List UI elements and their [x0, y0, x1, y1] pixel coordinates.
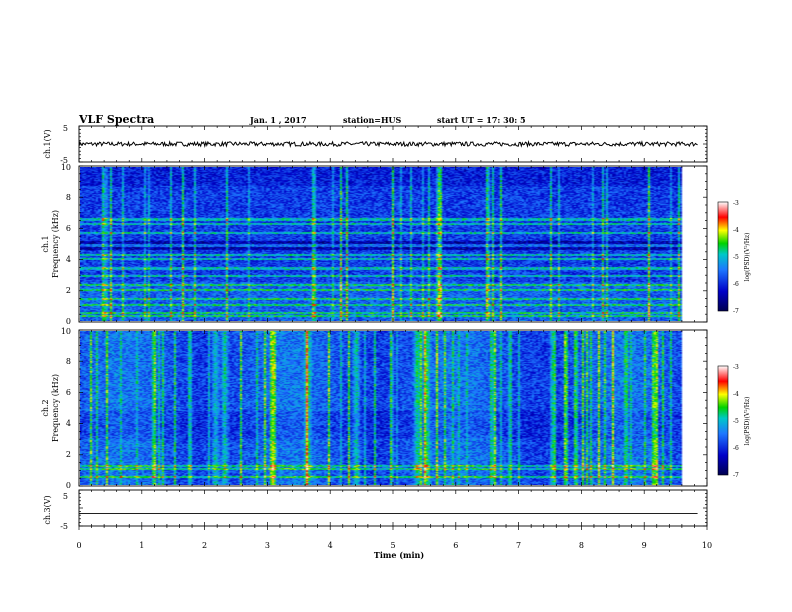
cb1-tick-m7: -7 [733, 308, 739, 315]
cb1-tick-m3: -3 [733, 200, 739, 207]
ch1-waveform-ylabel: ch.1(V) [43, 129, 52, 158]
x-tick-4: 4 [328, 541, 333, 550]
ch1-ytick-2: 2 [66, 286, 71, 295]
ch1-channel-label: ch.1 [41, 235, 50, 252]
x-axis-label: Time (min) [374, 550, 424, 560]
x-tick-1: 1 [139, 541, 144, 550]
ch2-colorbar: -3 -4 -5 -6 -7 log(PSD)(V²/Hz) [717, 364, 751, 479]
ch2-ytick-4: 4 [66, 419, 71, 428]
date-label: Jan. 1 , 2017 [249, 115, 307, 125]
ch1-spectrogram-image [80, 167, 692, 321]
x-tick-7: 7 [516, 541, 521, 550]
cb1-label: log(PSD)(V²/Hz) [744, 233, 751, 282]
axis-ticks [78, 125, 708, 530]
x-tick-0: 0 [76, 541, 81, 550]
start-time-label: start UT = 17: 30: 5 [437, 115, 526, 125]
ch2-ytick-10: 10 [61, 327, 71, 336]
ch2-spectrogram-yticks: 0 2 4 6 8 10 [61, 327, 71, 490]
x-tick-8: 8 [579, 541, 584, 550]
ch2-channel-label: ch.2 [41, 399, 50, 416]
x-tick-10: 10 [702, 541, 712, 550]
ch1-ytick-0: 0 [66, 317, 71, 326]
ch2-ytick-8: 8 [66, 357, 71, 366]
x-tick-labels: 0 1 2 3 4 5 6 7 8 9 10 [76, 541, 712, 550]
ch2-ytick-2: 2 [66, 450, 71, 459]
ch1-ytick-6: 6 [66, 224, 71, 233]
station-label: station=HUS [343, 115, 402, 125]
cb1-tick-m4: -4 [733, 227, 739, 234]
ch1-ytick-bottom: -5 [60, 156, 68, 165]
ch2-spectrogram-image [80, 331, 692, 485]
cb2-label: log(PSD)(V²/Hz) [744, 397, 751, 446]
cb1-tick-m6: -6 [733, 281, 739, 288]
x-tick-6: 6 [453, 541, 458, 550]
cb2-tick-m5: -5 [733, 418, 739, 425]
ch3-waveform-ylabel: ch.3(V) [43, 495, 52, 524]
chart-title: VLF Spectra [78, 113, 154, 126]
ch3-waveform-frame [78, 489, 708, 527]
x-tick-3: 3 [265, 541, 270, 550]
ch2-ytick-6: 6 [66, 388, 71, 397]
ch1-waveform-trace [78, 139, 698, 149]
cb2-tick-m4: -4 [733, 391, 739, 398]
ch1-ytick-4: 4 [66, 255, 71, 264]
ch3-ytick-top: 5 [63, 492, 68, 501]
ch2-frequency-label: Frequency (kHz) [51, 374, 60, 442]
x-tick-5: 5 [390, 541, 395, 550]
cb2-tick-m3: -3 [733, 364, 739, 371]
ch3-ytick-bottom: -5 [60, 522, 68, 531]
ch1-ytick-10: 10 [61, 163, 71, 172]
ch1-colorbar: -3 -4 -5 -6 -7 log(PSD)(V²/Hz) [717, 200, 751, 315]
cb2-tick-m7: -7 [733, 472, 739, 479]
x-tick-9: 9 [642, 541, 647, 550]
ch1-frequency-label: Frequency (kHz) [51, 210, 60, 278]
ch1-ytick-8: 8 [66, 193, 71, 202]
ch2-ytick-0: 0 [66, 481, 71, 490]
cb2-tick-m6: -6 [733, 445, 739, 452]
ch1-spectrogram-yticks: 0 2 4 6 8 10 [61, 163, 71, 326]
x-tick-2: 2 [202, 541, 207, 550]
cb1-tick-m5: -5 [733, 254, 739, 261]
ch1-ytick-top: 5 [63, 124, 68, 133]
